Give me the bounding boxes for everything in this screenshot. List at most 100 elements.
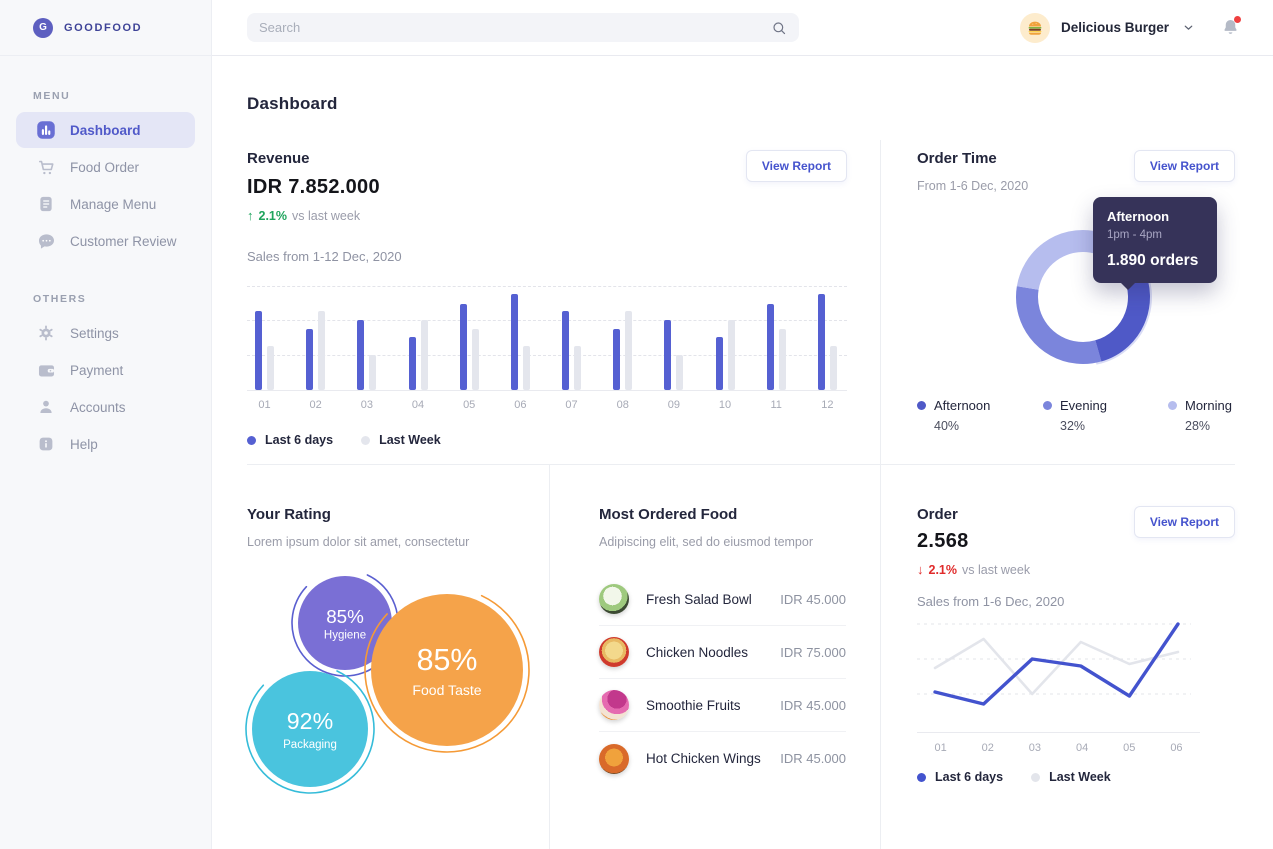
order-view-report-button[interactable]: View Report — [1133, 506, 1235, 538]
bar-last-week — [778, 328, 786, 390]
bar-last-6-days — [817, 294, 825, 390]
sidebar-item-accounts[interactable]: Accounts — [16, 389, 195, 425]
bar-last-week — [676, 354, 684, 390]
order-time-title: Order Time — [917, 150, 997, 167]
bar-last-6-days — [510, 294, 518, 390]
sidebar-item-manage-menu[interactable]: Manage Menu — [16, 186, 195, 222]
restaurant-avatar — [1019, 12, 1050, 43]
order-time-subtitle: From 1-6 Dec, 2020 — [917, 179, 1029, 193]
salad-image — [599, 584, 629, 614]
revenue-title: Revenue — [247, 150, 310, 167]
sidebar-item-help[interactable]: Help — [16, 426, 195, 462]
donut-tooltip: Afternoon 1pm - 4pm 1.890 orders — [1093, 197, 1217, 290]
legend-dot-icon — [1043, 401, 1052, 410]
sidebar-item-label: Accounts — [70, 399, 126, 415]
bar-last-week — [369, 354, 377, 390]
bar-last-6-days — [357, 320, 365, 390]
sidebar-item-dashboard[interactable]: Dashboard — [16, 112, 195, 148]
bar-last-6-days — [562, 310, 570, 390]
revenue-bar-chart — [247, 286, 847, 391]
svg-text:Hygiene: Hygiene — [324, 630, 366, 642]
restaurant-name: Delicious Burger — [1060, 20, 1169, 35]
sidebar-item-label: Help — [70, 436, 98, 452]
noodles-image — [599, 637, 629, 667]
order-change: ↓ 2.1% vs last week — [917, 562, 1031, 577]
x-tick-label: 05 — [463, 399, 476, 411]
svg-text:85%: 85% — [326, 606, 364, 627]
sidebar-item-label: Payment — [70, 362, 124, 378]
order-card: Order 2.568 ↓ 2.1% vs last week View Rep… — [881, 465, 1235, 849]
x-tick-label: 06 — [514, 399, 527, 411]
legend-dot-icon — [917, 401, 926, 410]
tooltip-range: 1pm - 4pm — [1107, 229, 1162, 241]
bar-last-6-days — [408, 336, 416, 390]
legend-item: Last Week — [1031, 770, 1111, 784]
x-tick-label: 04 — [411, 399, 425, 411]
bar-group — [255, 286, 274, 390]
sidebar-item-customer-review[interactable]: Customer Review — [16, 223, 195, 259]
document-icon — [36, 194, 56, 214]
donut-legend-label: Afternoon — [934, 398, 991, 413]
legend-dot-icon — [247, 435, 256, 445]
food-name: Smoothie Fruits — [646, 697, 741, 713]
sidebar-item-payment[interactable]: Payment — [16, 352, 195, 388]
tooltip-title: Afternoon — [1107, 209, 1170, 224]
food-price: IDR 45.000 — [780, 697, 846, 713]
order-time-view-report-button[interactable]: View Report — [1133, 150, 1235, 182]
donut-legend-row: Afternoon — [917, 398, 1043, 413]
logo-icon: G — [33, 17, 53, 38]
rating-title: Your Rating — [247, 506, 331, 523]
sidebar-item-settings[interactable]: Settings — [16, 315, 195, 351]
search-icon[interactable] — [771, 20, 787, 36]
revenue-card: Revenue IDR 7.852.000 ↑ 2.1% vs last wee… — [247, 140, 881, 465]
bar-last-6-days — [255, 310, 262, 390]
order-time-card: Order Time From 1-6 Dec, 2020 View Repor… — [881, 140, 1235, 465]
bar-last-6-days — [613, 328, 621, 390]
list-item-hot-chicken-wings[interactable]: Hot Chicken Wings IDR 45.000 — [599, 732, 846, 785]
smoothie-image — [599, 690, 629, 720]
legend-label: Last Week — [1049, 770, 1111, 784]
x-tick-label: 01 — [934, 742, 947, 754]
sidebar-nav: MENU Dashboard Food Order Manage Menu Custom… — [0, 90, 211, 462]
bell-icon — [1224, 19, 1237, 34]
food-price: IDR 45.000 — [780, 591, 846, 607]
svg-text:Packaging: Packaging — [283, 739, 337, 751]
x-tick-label: 02 — [309, 399, 322, 411]
legend-label: Last 6 days — [935, 770, 1004, 784]
notifications-button[interactable] — [1221, 16, 1241, 37]
revenue-subtitle: Sales from 1-12 Dec, 2020 — [247, 249, 402, 264]
revenue-amount: IDR 7.852.000 — [247, 176, 380, 198]
svg-text:85%: 85% — [417, 643, 478, 677]
list-item-smoothie-fruits[interactable]: Smoothie Fruits IDR 45.000 — [599, 679, 846, 732]
food-name: Fresh Salad Bowl — [646, 591, 752, 607]
x-tick-label: 11 — [770, 399, 782, 411]
logo: G GOODFOOD — [0, 0, 211, 56]
x-tick-label: 02 — [981, 742, 994, 754]
x-tick-label: 07 — [565, 399, 578, 411]
food-name: Chicken Noodles — [646, 644, 749, 660]
legend-item: Last Week — [361, 433, 441, 447]
x-tick-label: 12 — [821, 399, 834, 411]
bar-last-week — [625, 310, 633, 390]
bar-group — [562, 286, 582, 390]
search-bar[interactable] — [247, 13, 799, 42]
person-icon — [36, 397, 56, 417]
rating-bubble-food-taste: 85% Food Taste — [362, 585, 532, 760]
list-item-fresh-salad-bowl[interactable]: Fresh Salad Bowl IDR 45.000 — [599, 573, 846, 626]
account-menu[interactable]: Delicious Burger — [1019, 12, 1195, 43]
legend-dot-icon — [1031, 772, 1041, 782]
donut-legend-pct: 28% — [1185, 419, 1211, 433]
food-name: Hot Chicken Wings — [646, 751, 761, 766]
most-ordered-list: Fresh Salad Bowl IDR 45.000 Chicken Noodle… — [599, 573, 846, 785]
menu-section-label: MENU — [33, 90, 71, 102]
revenue-view-report-button[interactable]: View Report — [745, 150, 847, 182]
list-item-chicken-noodles[interactable]: Chicken Noodles IDR 75.000 — [599, 626, 846, 679]
sidebar-item-food-order[interactable]: Food Order — [16, 149, 195, 185]
rating-card: Your Rating Lorem ipsum dolor sit amet, … — [245, 465, 550, 849]
legend-item: Last 6 days — [917, 770, 1003, 784]
donut-legend-item: Morning 28% — [1168, 398, 1235, 433]
search-input[interactable] — [259, 20, 771, 35]
topbar: Delicious Burger — [212, 0, 1273, 56]
donut-legend-row: Evening — [1043, 398, 1168, 413]
most-ordered-card: Most Ordered Food Adipiscing elit, sed d… — [550, 465, 881, 849]
